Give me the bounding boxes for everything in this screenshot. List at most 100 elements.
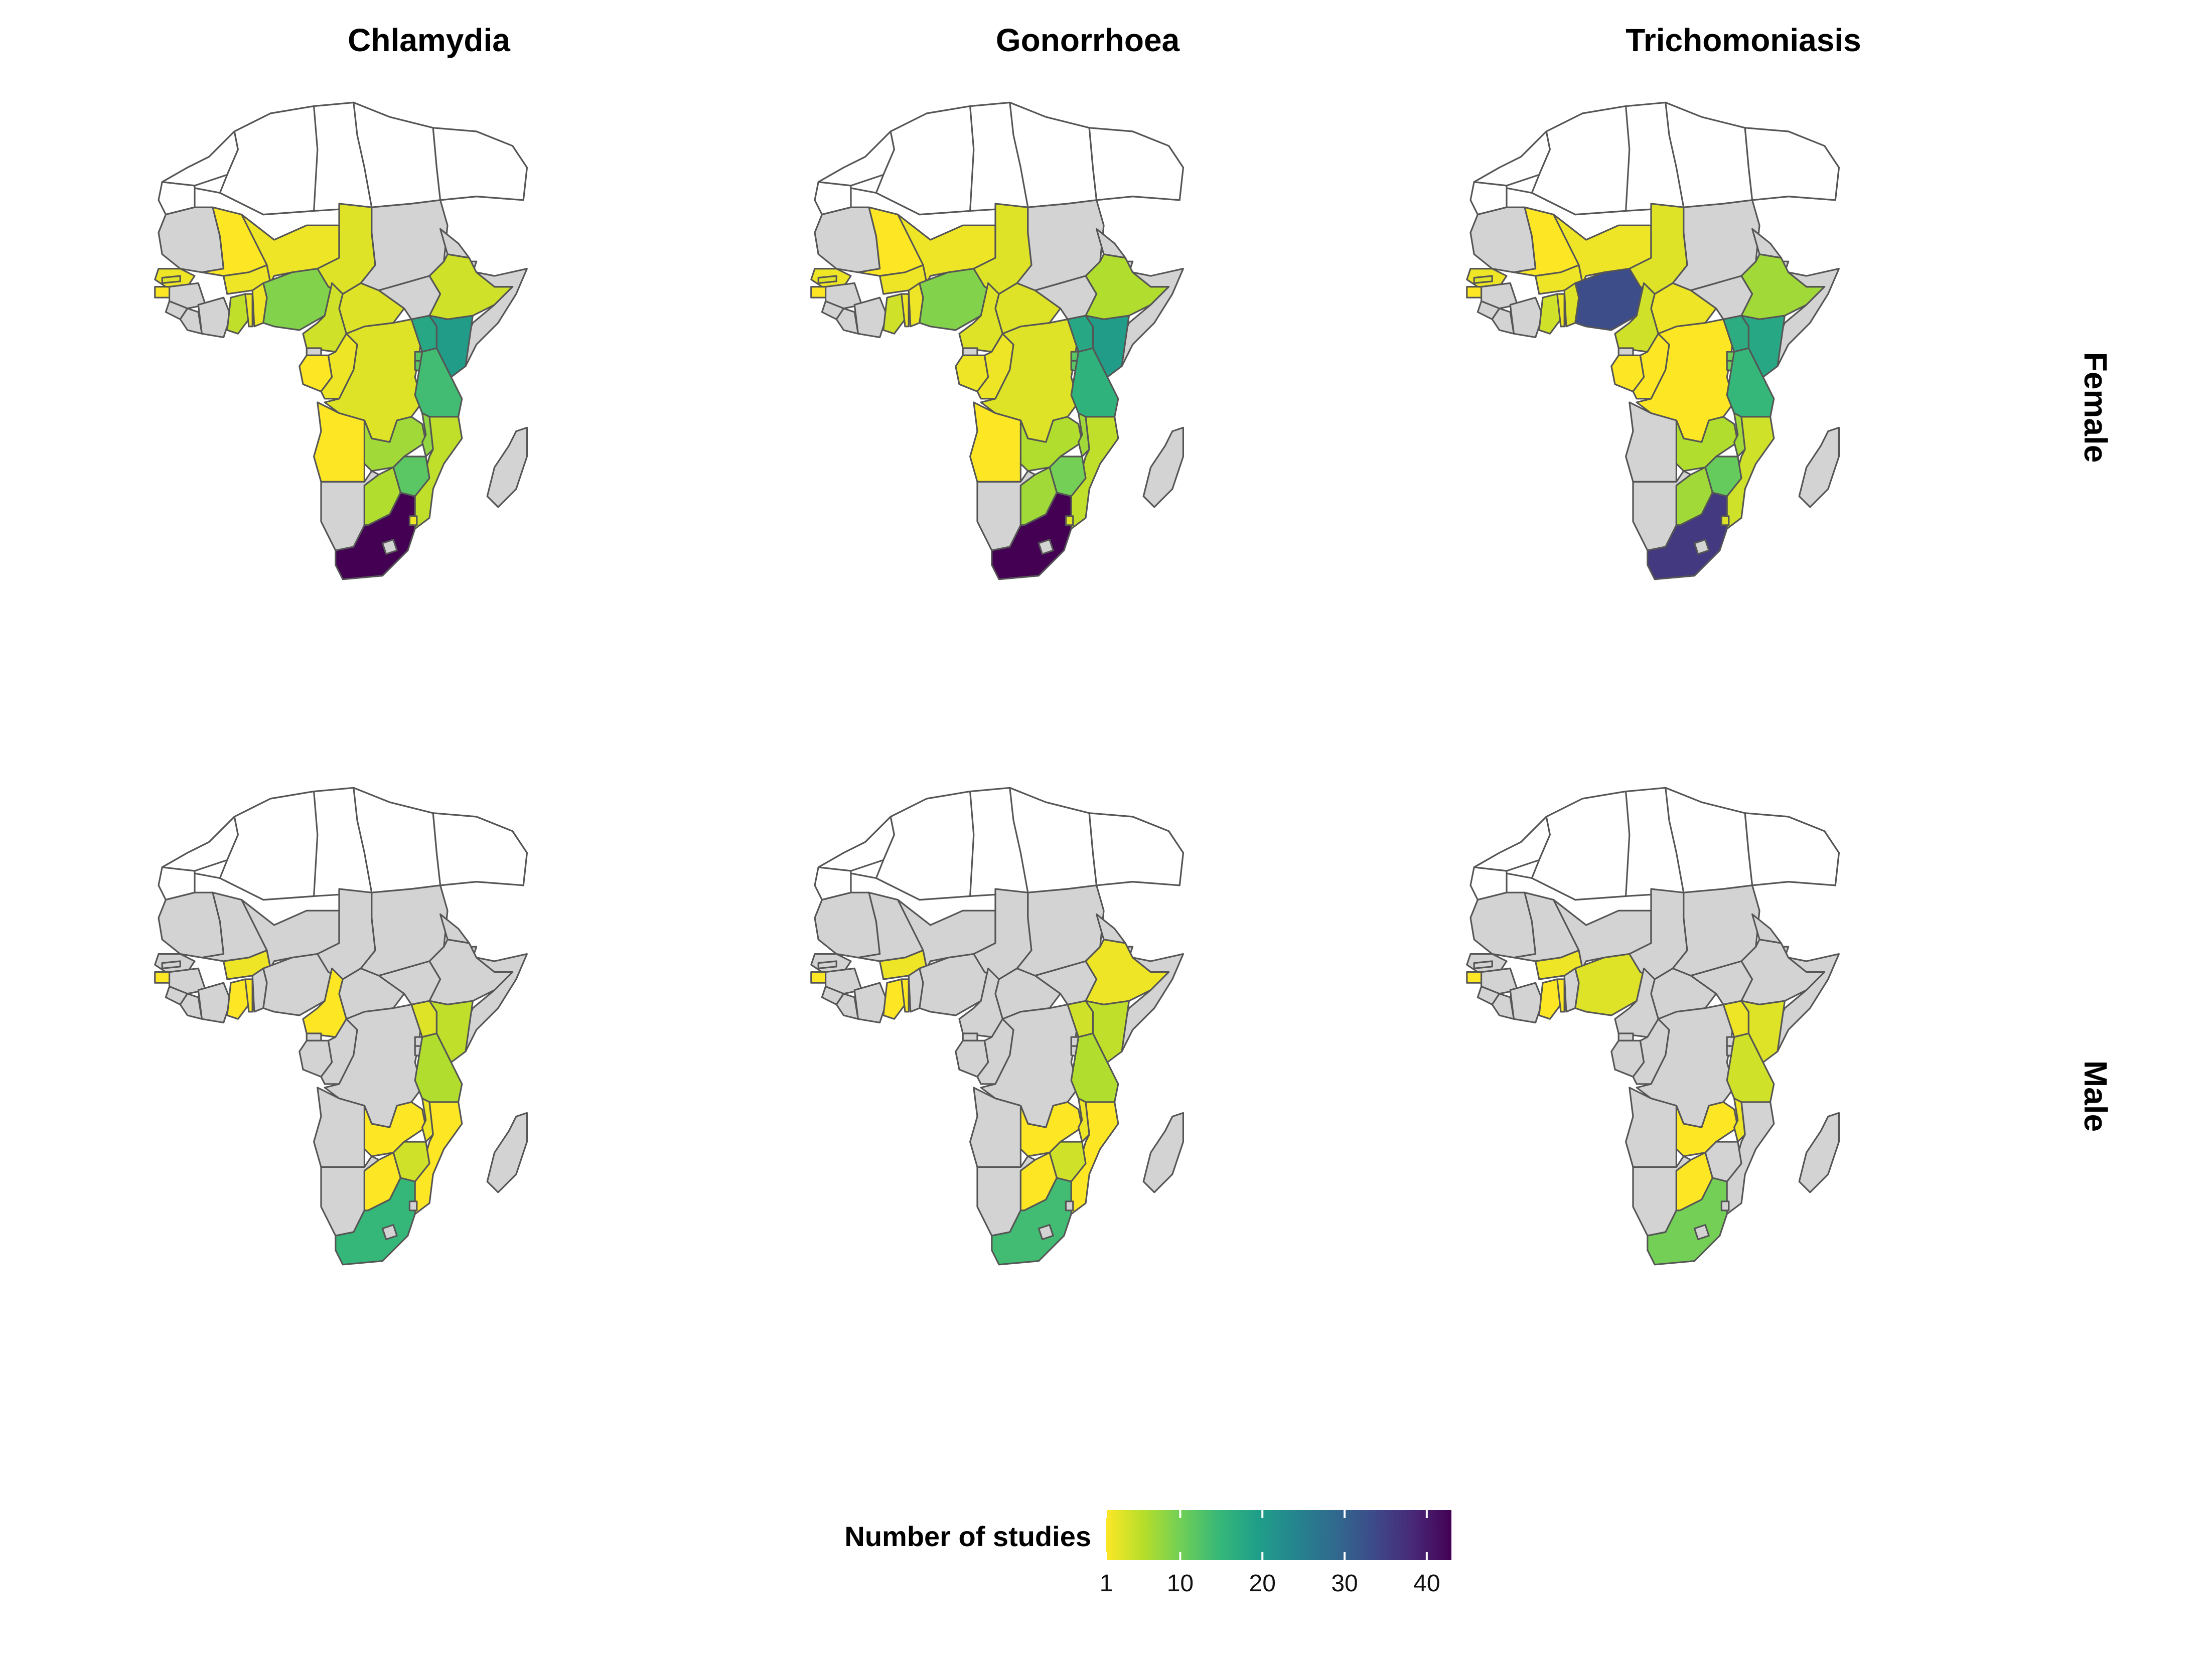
map-panel-trichomoniasis-female xyxy=(1467,102,1839,579)
country-madagascar xyxy=(1143,427,1183,507)
country-angola xyxy=(314,402,372,482)
country-equatorial-guinea xyxy=(1618,1033,1633,1040)
country-equatorial-guinea xyxy=(963,1033,977,1040)
facet-title-chlamydia: Chlamydia xyxy=(348,22,510,58)
map-panel-chlamydia-female xyxy=(155,102,527,579)
country-kenya xyxy=(1741,316,1785,377)
country-cote-d-ivoire xyxy=(198,297,231,337)
country-kenya xyxy=(1086,316,1129,377)
legend-ticks: 1 10 20 30 40 xyxy=(1100,1510,1440,1597)
country-nigeria xyxy=(1575,269,1644,330)
country-zambia xyxy=(364,417,425,471)
country-zambia xyxy=(1020,417,1082,471)
country-ghana xyxy=(883,979,905,1019)
country-ghana xyxy=(227,294,249,334)
legend: Number of studies 1 10 20 30 40 xyxy=(844,1510,1451,1597)
country-lesotho xyxy=(1039,1225,1053,1240)
country-angola xyxy=(970,1088,1028,1167)
country-eswatini xyxy=(1721,1201,1728,1211)
country-mozambique xyxy=(411,417,462,529)
country-zambia xyxy=(1676,417,1737,471)
country-guinea xyxy=(826,283,862,308)
country-kenya xyxy=(1086,1001,1129,1062)
country-togo xyxy=(902,294,909,327)
country-guinea-bissau xyxy=(1467,287,1482,298)
map-panel-trichomoniasis-male xyxy=(1467,788,1839,1264)
country-togo xyxy=(902,979,909,1012)
country-guinea xyxy=(170,968,206,993)
country-ghana xyxy=(1539,979,1561,1019)
country-madagascar xyxy=(487,1113,527,1192)
country-ghana xyxy=(1539,294,1561,334)
country-mozambique xyxy=(1068,417,1118,529)
map-panels xyxy=(155,102,1839,1264)
country-south-africa xyxy=(992,1178,1071,1265)
country-south-africa xyxy=(336,493,415,579)
country-cote-d-ivoire xyxy=(198,983,231,1022)
country-mauritania xyxy=(159,892,224,958)
country-algeria xyxy=(220,106,317,215)
country-eswatini xyxy=(1066,516,1073,525)
country-eswatini xyxy=(1066,1201,1073,1211)
country-guinea xyxy=(1482,283,1518,308)
facet-title-trichomoniasis: Trichomoniasis xyxy=(1626,22,1861,58)
country-south-africa xyxy=(992,493,1071,579)
country-lesotho xyxy=(1694,1225,1709,1240)
country-algeria xyxy=(876,792,973,900)
country-eswatini xyxy=(409,516,416,525)
country-gambia xyxy=(1474,961,1492,968)
country-guinea-bissau xyxy=(155,287,170,298)
country-egypt xyxy=(1089,128,1183,200)
country-nigeria xyxy=(263,954,332,1015)
country-egypt xyxy=(1089,813,1183,885)
country-angola xyxy=(1626,402,1684,482)
country-togo xyxy=(245,294,252,327)
country-madagascar xyxy=(1143,1113,1183,1192)
legend-title: Number of studies xyxy=(844,1521,1091,1552)
country-cote-d-ivoire xyxy=(854,983,887,1022)
legend-tick-label: 20 xyxy=(1249,1570,1276,1597)
country-algeria xyxy=(220,792,317,900)
country-guinea xyxy=(1482,968,1518,993)
country-mauritania xyxy=(815,207,880,272)
country-equatorial-guinea xyxy=(307,348,321,355)
country-mauritania xyxy=(1470,892,1536,958)
country-gambia xyxy=(1474,276,1492,283)
country-guinea xyxy=(170,283,206,308)
country-mozambique xyxy=(1068,1102,1118,1214)
legend-tick-label: 40 xyxy=(1413,1570,1440,1597)
country-angola xyxy=(1626,1088,1684,1167)
country-kenya xyxy=(429,316,473,377)
country-kenya xyxy=(429,1001,473,1062)
country-madagascar xyxy=(487,427,527,507)
country-ghana xyxy=(883,294,905,334)
country-mozambique xyxy=(1723,1102,1774,1214)
country-angola xyxy=(970,402,1028,482)
country-nigeria xyxy=(920,269,988,330)
country-lesotho xyxy=(1039,540,1053,554)
country-nigeria xyxy=(1575,954,1644,1015)
legend-tick-label: 1 xyxy=(1100,1570,1113,1597)
country-mauritania xyxy=(1470,207,1536,272)
facet-strip-female: Female xyxy=(2078,352,2114,463)
map-panel-chlamydia-male xyxy=(155,788,527,1264)
country-cote-d-ivoire xyxy=(1510,297,1543,337)
country-algeria xyxy=(1532,792,1629,900)
country-south-africa xyxy=(336,1178,415,1265)
country-mauritania xyxy=(159,207,224,272)
map-panel-gonorrhoea-male xyxy=(811,788,1184,1264)
country-nigeria xyxy=(263,269,332,330)
country-togo xyxy=(1557,979,1564,1012)
country-zambia xyxy=(1676,1102,1737,1156)
country-guinea-bissau xyxy=(155,972,170,983)
legend-tick-label: 10 xyxy=(1167,1570,1194,1597)
country-egypt xyxy=(433,813,527,885)
country-lesotho xyxy=(1694,540,1709,554)
country-gambia xyxy=(818,961,836,968)
legend-colorbar xyxy=(1106,1510,1451,1560)
country-togo xyxy=(1557,294,1564,327)
country-nigeria xyxy=(920,954,988,1015)
country-ghana xyxy=(227,979,249,1019)
country-zambia xyxy=(364,1102,425,1156)
